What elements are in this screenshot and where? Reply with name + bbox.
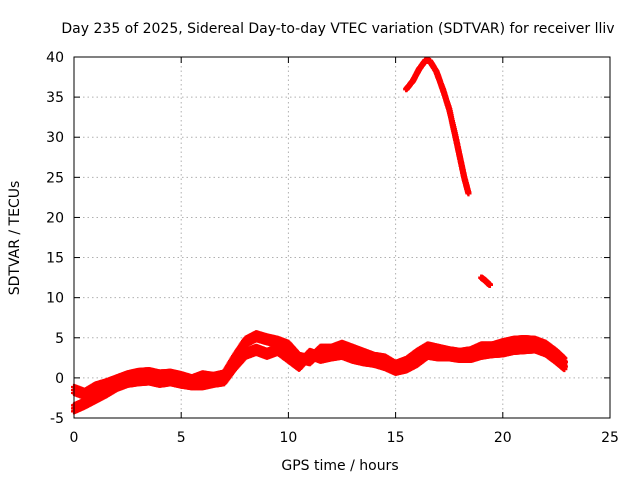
- x-tick-label: 20: [494, 430, 512, 446]
- y-tick-label: 35: [46, 90, 64, 106]
- chart-title: Day 235 of 2025, Sidereal Day-to-day VTE…: [61, 21, 614, 37]
- y-tick-label: 30: [46, 130, 64, 146]
- x-tick-label: 5: [177, 430, 186, 446]
- x-tick-label: 10: [279, 430, 297, 446]
- grid: [74, 57, 610, 418]
- y-tick-label: 10: [46, 291, 64, 307]
- y-tick-label: 5: [55, 331, 64, 347]
- y-tick-label: 40: [46, 50, 64, 66]
- y-tick-label: 15: [46, 251, 64, 267]
- x-axis: 0 5 10 15 20 25: [70, 57, 619, 446]
- x-tick-label: 25: [601, 430, 619, 446]
- y-tick-label: 20: [46, 210, 64, 226]
- data-series: [71, 57, 568, 415]
- y-tick-label: 0: [55, 371, 64, 387]
- y-tick-label: 25: [46, 170, 64, 186]
- y-axis-label: SDTVAR / TECUs: [7, 181, 23, 296]
- x-tick-label: 0: [70, 430, 79, 446]
- plot-frame: [73, 56, 611, 419]
- y-tick-label: -5: [50, 411, 64, 427]
- x-tick-label: 15: [387, 430, 405, 446]
- x-axis-label: GPS time / hours: [281, 458, 398, 474]
